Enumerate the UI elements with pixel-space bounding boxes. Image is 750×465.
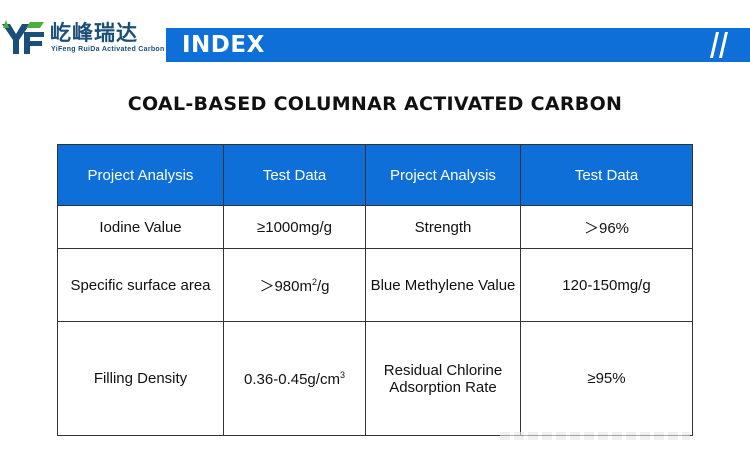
header-project-analysis-1: Project Analysis xyxy=(57,144,224,206)
table-row: Filling Density 0.36-0.45g/cm3 Residual … xyxy=(57,321,693,436)
surface-area-sup: 2 xyxy=(312,276,318,287)
surface-area-main: ＞980m xyxy=(259,277,312,295)
chlorine-line-1: Residual Chlorine xyxy=(383,361,503,379)
table-header-row: Project Analysis Test Data Project Analy… xyxy=(57,144,693,206)
brand-name-en: YiFeng RuiDa Activated Carbon xyxy=(51,46,165,53)
table-row: Specific surface area ＞980m2/g Blue Meth… xyxy=(57,248,693,322)
chlorine-line-2: Adsorption Rate xyxy=(389,378,497,396)
cell-density-label: Filling Density xyxy=(57,321,224,436)
cell-surface-area-value: ＞980m2/g xyxy=(223,248,366,322)
cell-density-value: 0.36-0.45g/cm3 xyxy=(223,321,366,436)
faint-watermark xyxy=(500,432,690,440)
cell-strength-value: ＞96% xyxy=(520,205,693,249)
index-label: INDEX xyxy=(182,32,265,58)
brand-name-cn: 屹峰瑞达 xyxy=(50,21,138,45)
cell-chlorine-label: Residual Chlorine Adsorption Rate xyxy=(365,321,521,436)
cell-strength-label: Strength xyxy=(365,205,521,249)
double-slash-icon xyxy=(710,32,728,58)
cell-surface-area-label: Specific surface area xyxy=(57,248,224,322)
page-title: COAL-BASED COLUMNAR ACTIVATED CARBON xyxy=(127,93,623,115)
header-test-data-1: Test Data xyxy=(223,144,366,206)
cell-methylene-value: 120-150mg/g xyxy=(520,248,693,322)
cell-iodine-value: ≥1000mg/g xyxy=(223,205,366,249)
header-test-data-2: Test Data xyxy=(520,144,693,206)
brand-logo[interactable]: 屹峰瑞达 YiFeng RuiDa Activated Carbon xyxy=(0,14,170,66)
spec-table: Project Analysis Test Data Project Analy… xyxy=(57,144,693,436)
header-project-analysis-2: Project Analysis xyxy=(365,144,521,206)
index-bar: INDEX xyxy=(166,28,750,62)
surface-area-tail: /g xyxy=(317,277,330,295)
density-main: 0.36-0.45g/cm xyxy=(244,370,340,388)
table-row: Iodine Value ≥1000mg/g Strength ＞96% xyxy=(57,205,693,249)
density-sup: 3 xyxy=(339,369,345,380)
header: 屹峰瑞达 YiFeng RuiDa Activated Carbon INDEX xyxy=(0,14,750,66)
cell-methylene-label: Blue Methylene Value xyxy=(365,248,521,322)
yf-logo-icon xyxy=(2,20,44,54)
cell-chlorine-value: ≥95% xyxy=(520,321,693,436)
cell-iodine-label: Iodine Value xyxy=(57,205,224,249)
